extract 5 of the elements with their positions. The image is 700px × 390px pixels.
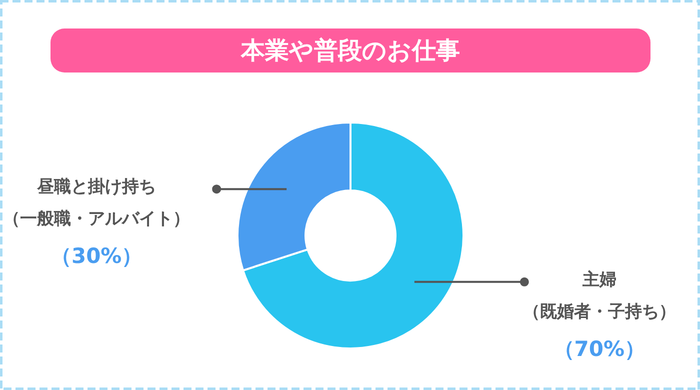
slice-label: 主婦（既婚者・子持ち） [522,270,676,322]
chart-title: 本業や普段のお仕事 [240,36,460,64]
slice-label: 昼職と掛け持ち（一般職・アルバイト） [3,177,190,230]
data-label: （70%） [553,336,646,361]
data-label: （30%） [50,244,143,268]
